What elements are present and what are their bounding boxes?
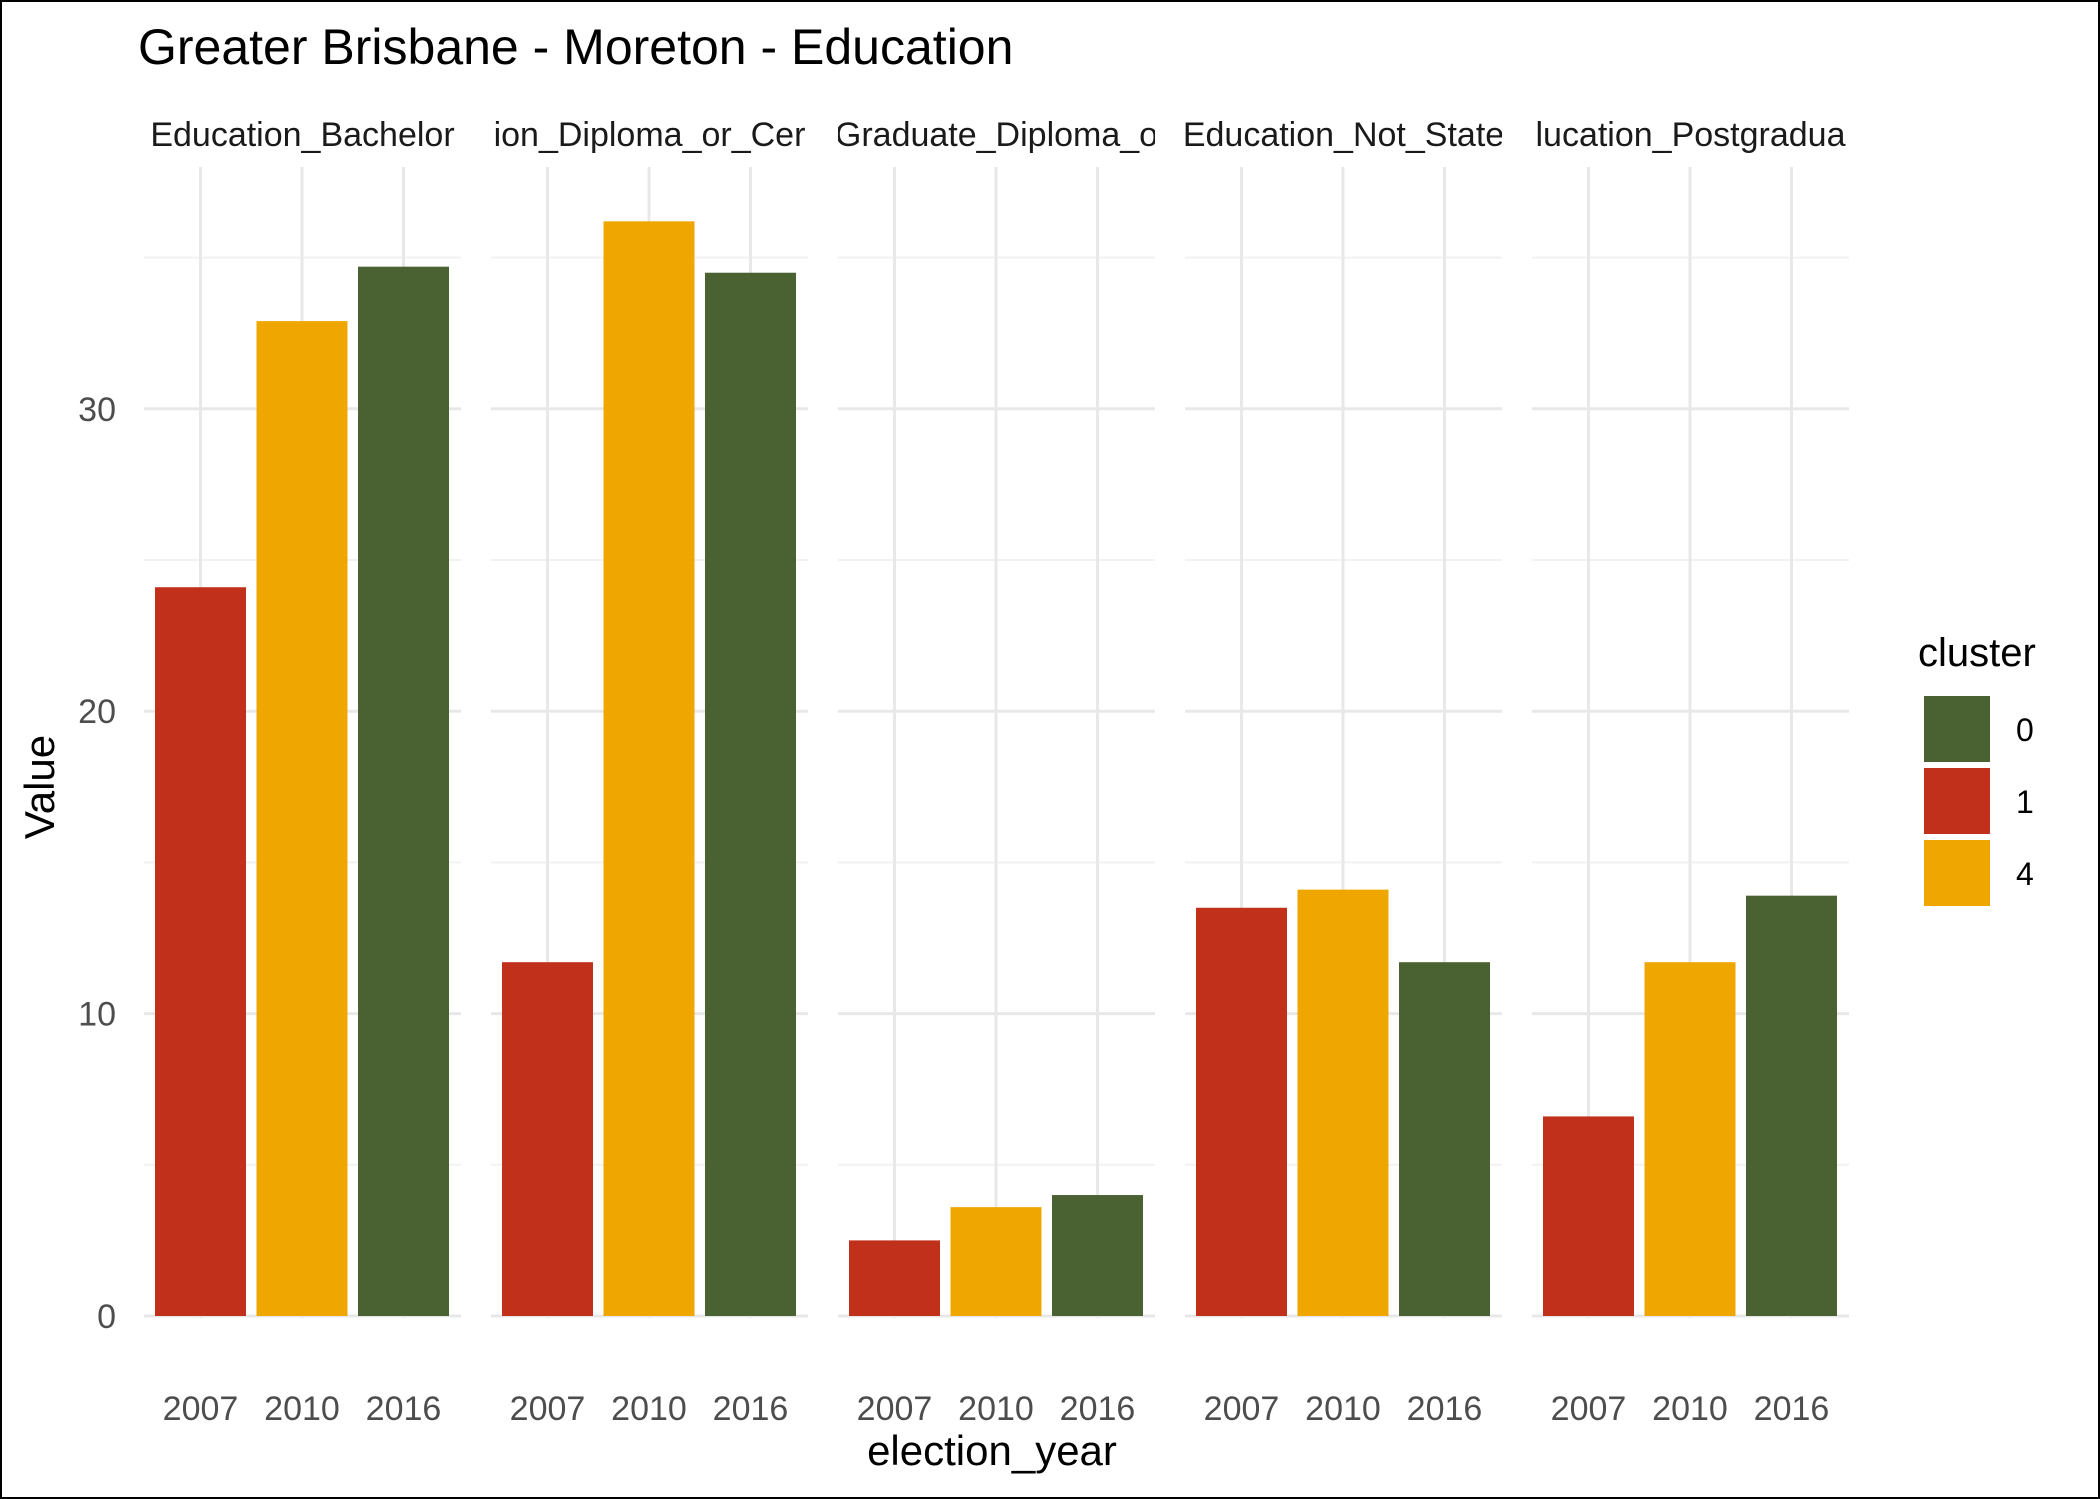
x-tick-label: 2010 xyxy=(1305,1390,1381,1428)
bar-2007 xyxy=(1543,1116,1634,1316)
x-tick-label: 2007 xyxy=(1551,1390,1627,1428)
strip-label-bachelor: Education_Bachelor xyxy=(150,116,454,154)
legend-key-0 xyxy=(1924,696,1990,762)
x-tick-label: 2010 xyxy=(264,1390,340,1428)
legend-key-4 xyxy=(1924,840,1990,906)
legend: cluster 0 1 4 xyxy=(1918,631,2036,906)
strip-label-postgraduate: lucation_Postgradua xyxy=(1535,116,1845,154)
y-axis-title: Value xyxy=(16,735,63,839)
x-tick-label: 2010 xyxy=(611,1390,687,1428)
strip-label-diploma: ion_Diploma_or_Cer xyxy=(494,116,806,154)
y-tick-label: 0 xyxy=(97,1298,116,1336)
y-axis: 0 10 20 30 xyxy=(78,391,116,1336)
panel-not-stated: Education_Not_State 2007 2010 2016 xyxy=(1183,116,1504,1428)
bar-2010 xyxy=(1297,889,1389,1316)
chart-title: Greater Brisbane - Moreton - Education xyxy=(138,19,1013,75)
x-tick-label: 2010 xyxy=(958,1390,1034,1428)
bar-2010 xyxy=(256,321,348,1316)
bar-2016 xyxy=(1399,962,1490,1316)
x-tick-label: 2016 xyxy=(366,1390,442,1428)
x-tick-label: 2007 xyxy=(857,1390,933,1428)
bar-2007 xyxy=(849,1240,940,1316)
x-tick-label: 2016 xyxy=(1060,1390,1136,1428)
x-tick-label: 2007 xyxy=(1204,1390,1280,1428)
bar-2010 xyxy=(1644,962,1736,1316)
legend-key-1 xyxy=(1924,768,1990,834)
bar-2016 xyxy=(1746,895,1837,1316)
x-tick-label: 2010 xyxy=(1652,1390,1728,1428)
legend-title: cluster xyxy=(1918,631,2036,675)
legend-label-0: 0 xyxy=(2016,712,2034,748)
bar-2007 xyxy=(1196,907,1287,1316)
panel-diploma: ion_Diploma_or_Cer 2007 2010 2016 xyxy=(491,116,808,1428)
strip-label-not-stated: Education_Not_State xyxy=(1183,116,1504,154)
x-tick-label: 2007 xyxy=(510,1390,586,1428)
bar-2007 xyxy=(155,587,246,1316)
strip-label-graduate-diploma: Graduate_Diploma_o xyxy=(835,116,1158,154)
bar-2016 xyxy=(705,272,796,1317)
bar-2016 xyxy=(358,266,449,1316)
y-tick-label: 10 xyxy=(78,996,116,1034)
panel-postgraduate: lucation_Postgradua 2007 2010 2016 xyxy=(1532,116,1849,1428)
x-tick-label: 2016 xyxy=(1407,1390,1483,1428)
x-tick-label: 2016 xyxy=(1754,1390,1830,1428)
legend-label-4: 4 xyxy=(2016,856,2034,892)
bar-2010 xyxy=(950,1207,1042,1316)
y-tick-label: 20 xyxy=(78,693,116,731)
bar-2010 xyxy=(603,221,695,1316)
panel-bachelor: Education_Bachelor 2007 2010 2016 xyxy=(144,116,461,1428)
x-axis-title: election_year xyxy=(867,1427,1117,1474)
x-tick-label: 2007 xyxy=(163,1390,239,1428)
y-tick-label: 30 xyxy=(78,391,116,429)
bar-2007 xyxy=(502,962,593,1316)
legend-label-1: 1 xyxy=(2016,784,2034,820)
panel-graduate-diploma: Graduate_Diploma_o 2007 2010 2016 xyxy=(835,116,1158,1428)
x-tick-label: 2016 xyxy=(713,1390,789,1428)
bar-2016 xyxy=(1052,1195,1143,1316)
